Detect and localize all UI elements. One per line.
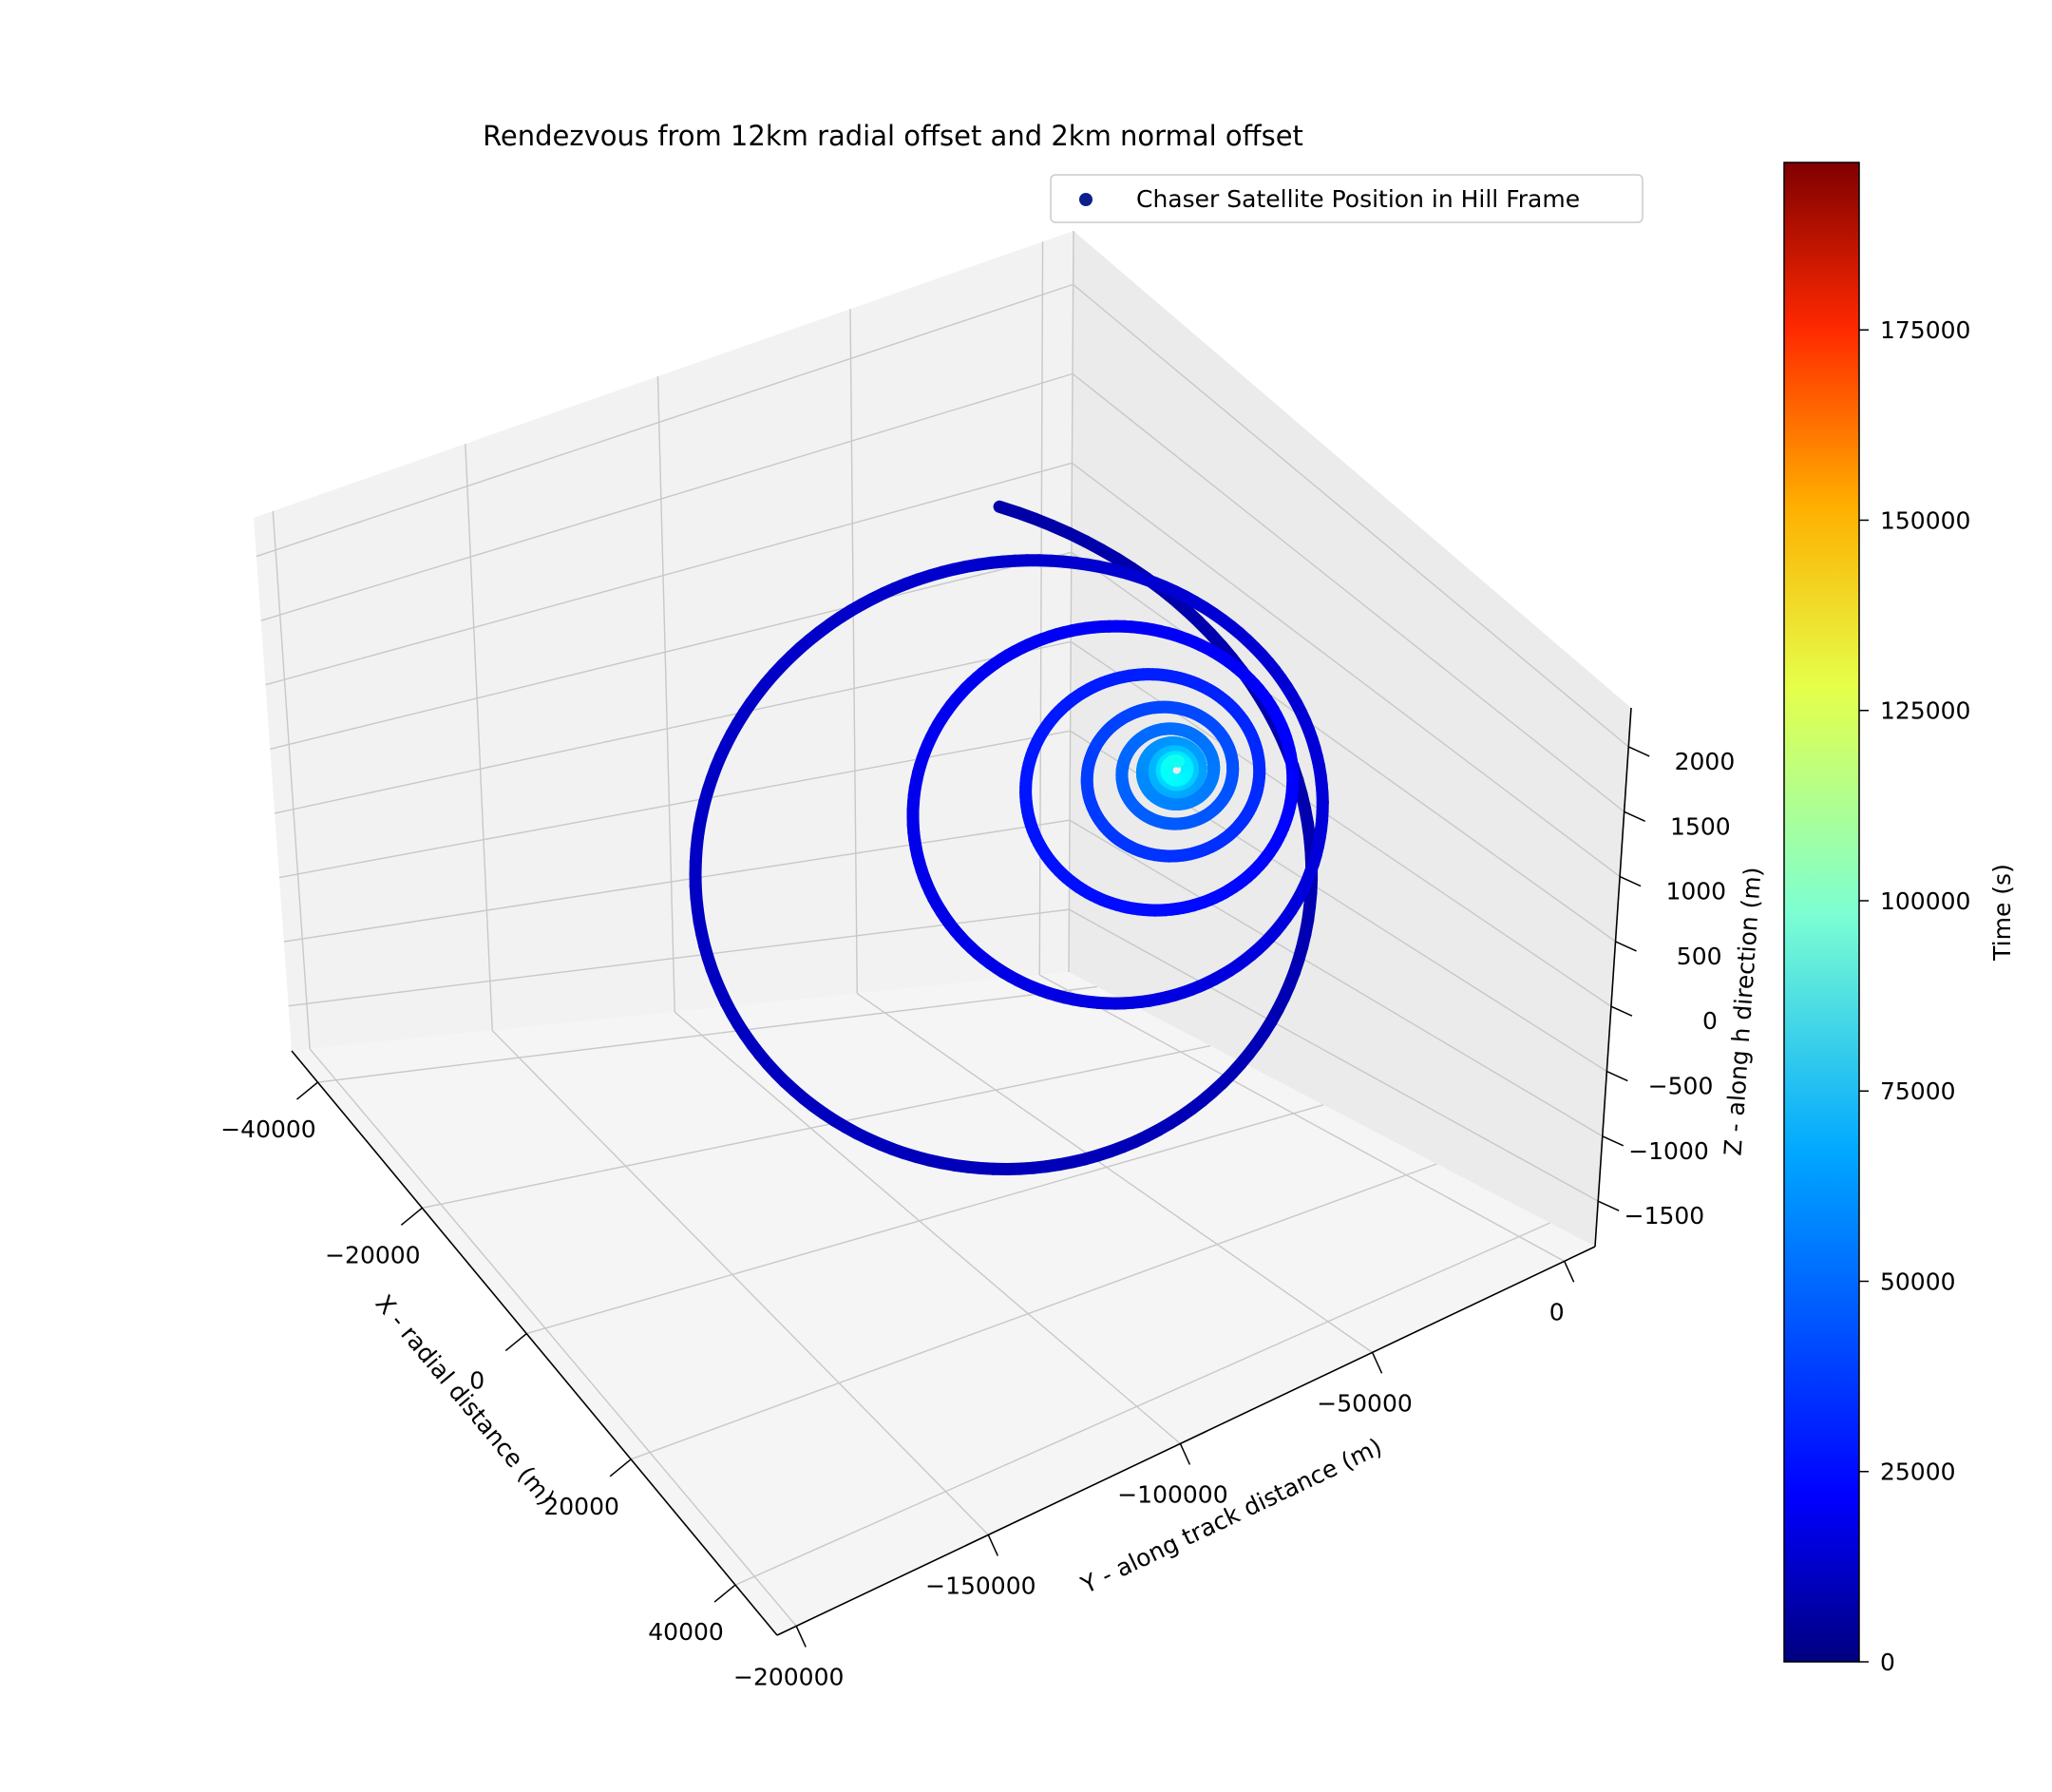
y-tick-label: −50000 [1317,1389,1412,1417]
tick-layer: −40000−2000002000040000−200000−150000−10… [220,746,1736,1690]
z-gridline-wall [278,730,1071,879]
y-tick-mark [1371,1352,1383,1374]
colorbar-label: Time (s) [1988,864,2016,962]
colorbar-tick-label: 150000 [1880,506,1970,534]
z-tick-mark [1624,810,1645,822]
y-tick-label: −200000 [733,1663,844,1690]
y-tick-mark [795,1626,807,1648]
z-tick-mark [1610,1005,1633,1017]
y-gridline [491,1030,989,1535]
z-gridline-wall [265,462,1073,686]
z-gridline-wall [288,908,1070,1007]
z-axis-line [1594,707,1632,1248]
y-gridline [1038,974,1565,1262]
y-gridline [674,1011,1181,1444]
z-gridline-wall [260,372,1074,621]
z-tick-mark [1619,875,1642,887]
y-tick-label: 0 [1549,1298,1565,1325]
colorbar-tick-label: 100000 [1880,887,1970,915]
x-tick-mark [295,1081,318,1100]
y-tick-label: −100000 [1117,1480,1227,1508]
colorbar-ticks: 0 25000 50000 75000 100000 125000 150000 175000 [1859,316,1970,1676]
legend-marker [1079,193,1092,206]
x-gridline [422,1045,1211,1210]
x-tick-label: −40000 [220,1115,315,1143]
y-gridline-wall [272,510,311,1050]
z-gridline [1069,819,1604,1137]
colorbar-tick-label: 125000 [1880,697,1970,725]
pane-group [254,231,1631,1635]
z-tick-mark [1606,1070,1628,1082]
x-gridline [734,1222,1550,1586]
z-gridline [1072,462,1621,878]
legend: Chaser Satellite Position in Hill Frame [1050,174,1644,223]
z-gridline-wall [275,640,1072,814]
z-tick-label: 500 [1677,943,1722,970]
z-tick-mark [1615,941,1637,952]
chart-title: Rendezvous from 12km radial offset and 2… [483,120,1303,152]
x-gridline [526,1104,1324,1335]
x-gridline [317,985,1097,1083]
pane-floor [292,972,1595,1635]
y-gridline [856,993,1373,1353]
y-gridline [309,1048,797,1627]
z-tick-mark [1602,1135,1624,1147]
colorbar-tick-label: 0 [1880,1649,1895,1676]
z-tick-mark [1627,746,1650,757]
y-gridline-wall [465,443,493,1031]
legend-label: Chaser Satellite Position in Hill Frame [1136,185,1580,213]
x-tick-label: 0 [469,1367,484,1395]
z-tick-label: 2000 [1675,748,1736,775]
z-gridline-wall [270,551,1072,751]
z-tick-label: 0 [1702,1007,1718,1035]
y-tick-mark [1179,1443,1191,1465]
colorbar-tick-label: 75000 [1880,1077,1956,1105]
x-gridline [630,1163,1437,1460]
x-tick-mark [504,1333,527,1352]
x-tick-mark [609,1458,632,1477]
y-gridline-wall [656,376,675,1013]
z-gridline [1072,372,1625,812]
colorbar: 0 25000 50000 75000 100000 125000 150000 175000… [1783,162,2016,1676]
z-gridline-wall [283,819,1071,943]
z-gridline [1071,551,1616,943]
z-gridline-wall [256,283,1074,558]
y-tick-mark [987,1535,999,1556]
y-gridline-wall [849,309,858,994]
z-tick-mark [1597,1200,1620,1211]
colorbar-gradient [1783,162,1860,1663]
back-corner-edge [1068,230,1074,973]
x-tick-label: −20000 [325,1241,420,1268]
legend-frame [1050,174,1644,223]
x-tick-mark [400,1207,423,1226]
z-tick-label: −500 [1648,1073,1714,1100]
z-tick-label: 1500 [1670,812,1731,840]
x-tick-label: 40000 [648,1618,724,1646]
grid-lines [256,230,1629,1627]
y-tick-mark [1563,1261,1575,1283]
colorbar-tick-label: 50000 [1880,1268,1956,1295]
y-tick-label: −150000 [925,1572,1036,1599]
x-tick-label: 20000 [543,1493,619,1520]
trajectory-series [689,500,1329,1175]
pane-right [1069,231,1631,1247]
x-axis-line [291,1050,778,1636]
x-tick-mark [713,1584,736,1603]
z-tick-label: −1500 [1624,1202,1705,1230]
z-tick-label: −1000 [1628,1137,1709,1165]
axis-lines [291,707,1632,1636]
colorbar-tick-label: 25000 [1880,1458,1956,1486]
z-tick-label: 1000 [1665,878,1726,906]
z-gridline [1069,908,1599,1202]
colorbar-tick-label: 175000 [1880,316,1970,344]
z-gridline [1073,283,1629,748]
y-axis-line [776,1246,1596,1636]
